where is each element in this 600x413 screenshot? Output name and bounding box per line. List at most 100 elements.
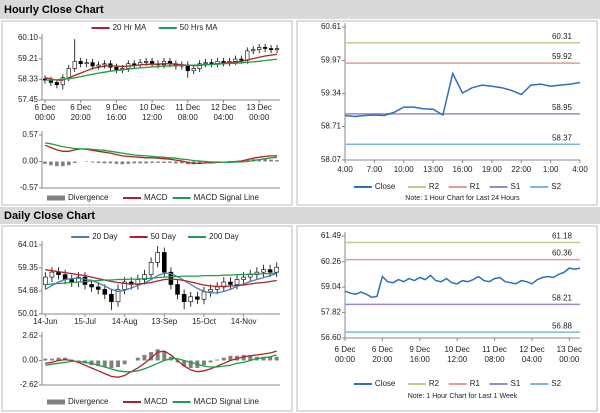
candle-body bbox=[43, 276, 48, 285]
divergence-bar bbox=[43, 161, 47, 164]
y-tick-label: 64.01 bbox=[18, 240, 39, 249]
series-line bbox=[45, 272, 277, 286]
divergence-bar bbox=[49, 161, 53, 166]
divergence-bar bbox=[241, 354, 246, 361]
candle-body bbox=[175, 284, 180, 295]
legend-label: R1 bbox=[470, 182, 481, 191]
divergence-bar bbox=[132, 161, 137, 164]
y-tick-label: 58.07 bbox=[321, 155, 342, 164]
x-tick-label: 16:00 bbox=[452, 165, 473, 174]
series-line bbox=[45, 58, 278, 81]
x-tick-label: 15-Jul bbox=[74, 317, 96, 326]
candle-body bbox=[245, 50, 250, 61]
candle-body bbox=[132, 63, 137, 66]
divergence-bar bbox=[188, 360, 193, 368]
divergence-bar bbox=[55, 161, 59, 167]
candle-body bbox=[201, 291, 207, 300]
legend-swatch bbox=[47, 195, 65, 201]
candle-body bbox=[233, 58, 238, 62]
divergence-bar bbox=[43, 358, 48, 361]
series-line bbox=[44, 144, 277, 165]
legend-label: 20 Day bbox=[92, 232, 117, 241]
candle-body bbox=[209, 62, 214, 65]
candle-body bbox=[263, 47, 268, 49]
candle-body bbox=[142, 274, 147, 280]
legend-label: Divergence bbox=[68, 193, 109, 202]
divergence-bar bbox=[135, 357, 140, 361]
legend-label: 20 Hr MA bbox=[113, 23, 147, 32]
x-tick-label: 4:00 bbox=[572, 165, 588, 174]
divergence-bar bbox=[61, 161, 65, 167]
legend-label: MACD Signal Line bbox=[194, 397, 260, 406]
candle-body bbox=[239, 58, 244, 61]
divergence-bar bbox=[215, 359, 220, 361]
y-tick-label: 60.10 bbox=[18, 33, 39, 42]
divergence-bar bbox=[180, 161, 184, 164]
divergence-bar bbox=[274, 356, 279, 361]
candle-body bbox=[214, 286, 220, 290]
y-tick-label: -0.57 bbox=[20, 183, 39, 192]
x-tick-label: 22:00 bbox=[511, 165, 532, 174]
chart-note: Note: 1 Hour Chart for Last 1 Week bbox=[408, 393, 518, 400]
divergence-bar bbox=[245, 159, 250, 162]
divergence-bar bbox=[49, 358, 54, 361]
x-tick-label: 10 Dec 12:00 bbox=[139, 103, 164, 122]
series-line bbox=[44, 272, 277, 294]
candle-body bbox=[148, 261, 154, 275]
legend-label: S2 bbox=[551, 182, 561, 191]
legend-label: 50 Hrs MA bbox=[180, 23, 218, 32]
divergence-bar bbox=[269, 159, 273, 162]
divergence-bar bbox=[144, 161, 148, 164]
x-tick-label: 11 Dec 08:00 bbox=[175, 103, 200, 122]
divergence-bar bbox=[197, 161, 202, 164]
legend-label: 200 Day bbox=[209, 232, 239, 241]
legend-label: R2 bbox=[429, 379, 440, 388]
candle-body bbox=[149, 61, 155, 65]
divergence-bar bbox=[168, 161, 172, 163]
y-tick-label: 59.35 bbox=[18, 263, 39, 272]
x-tick-label: 12 Dec 04:00 bbox=[211, 103, 236, 122]
x-tick-label: 6 Dec 00:00 bbox=[335, 345, 356, 364]
y-tick-label: 58.71 bbox=[321, 122, 342, 131]
y-tick-label: 0.00 bbox=[22, 356, 38, 365]
legend-label: Divergence bbox=[68, 397, 109, 406]
divergence-bar bbox=[122, 360, 127, 365]
candle-body bbox=[60, 77, 65, 86]
divergence-bar bbox=[263, 159, 267, 162]
divergence-bar bbox=[268, 356, 273, 361]
legend-label: Close bbox=[375, 182, 396, 191]
divergence-bar bbox=[221, 357, 226, 361]
divergence-bar bbox=[208, 360, 213, 363]
series-line bbox=[45, 350, 277, 378]
level-label: 58.37 bbox=[552, 133, 573, 142]
x-tick-label: 19:00 bbox=[482, 165, 503, 174]
y-tick-label: 59.97 bbox=[321, 56, 342, 65]
divergence-bar bbox=[90, 161, 95, 163]
x-tick-label: 10:00 bbox=[394, 165, 415, 174]
divergence-bar bbox=[182, 360, 187, 367]
x-tick-label: 6 Dec 20:00 bbox=[70, 103, 91, 122]
candle-body bbox=[267, 269, 273, 273]
divergence-bar bbox=[96, 161, 101, 163]
series-line bbox=[344, 71, 581, 118]
divergence-bar bbox=[102, 161, 107, 164]
legend-swatch bbox=[47, 399, 65, 405]
series-line bbox=[44, 142, 278, 164]
divergence-bar bbox=[102, 360, 107, 368]
y-tick-label: 59.34 bbox=[321, 89, 342, 98]
candle-body bbox=[90, 62, 95, 67]
divergence-bar bbox=[162, 351, 167, 361]
divergence-bar bbox=[203, 161, 208, 163]
candle-body bbox=[114, 66, 119, 70]
y-tick-label: 50.01 bbox=[18, 309, 39, 318]
panel-frame bbox=[296, 225, 598, 412]
y-tick-label: 0.57 bbox=[22, 130, 38, 139]
divergence-bar bbox=[109, 360, 114, 368]
x-tick-label: 14-Jun bbox=[33, 317, 57, 326]
panel-frame bbox=[296, 20, 598, 206]
candle-body bbox=[168, 271, 174, 285]
x-tick-label: 15-Oct bbox=[192, 317, 217, 326]
divergence-bar bbox=[120, 161, 125, 165]
series-line bbox=[45, 354, 277, 373]
x-tick-label: 6 Dec 00:00 bbox=[35, 103, 56, 122]
